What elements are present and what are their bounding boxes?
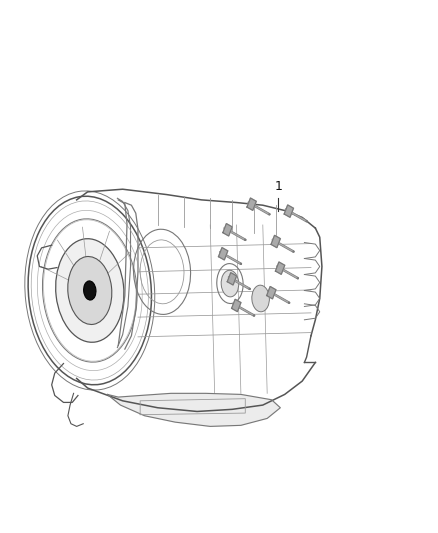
Ellipse shape bbox=[252, 285, 269, 312]
Ellipse shape bbox=[84, 281, 96, 300]
Ellipse shape bbox=[289, 302, 290, 303]
Polygon shape bbox=[271, 236, 280, 248]
Ellipse shape bbox=[297, 278, 298, 279]
Polygon shape bbox=[223, 224, 232, 236]
Ellipse shape bbox=[240, 263, 241, 264]
Ellipse shape bbox=[249, 288, 250, 289]
Text: 1: 1 bbox=[274, 180, 282, 193]
Polygon shape bbox=[107, 393, 280, 426]
Ellipse shape bbox=[245, 239, 246, 240]
Ellipse shape bbox=[269, 214, 270, 215]
Polygon shape bbox=[227, 273, 237, 285]
Polygon shape bbox=[267, 287, 276, 299]
Ellipse shape bbox=[293, 251, 294, 252]
Ellipse shape bbox=[68, 256, 112, 325]
Polygon shape bbox=[247, 198, 256, 211]
Ellipse shape bbox=[221, 270, 239, 297]
Polygon shape bbox=[276, 262, 285, 274]
Ellipse shape bbox=[56, 239, 124, 342]
Polygon shape bbox=[219, 248, 228, 260]
Ellipse shape bbox=[306, 221, 307, 222]
Polygon shape bbox=[284, 205, 293, 217]
Polygon shape bbox=[232, 300, 241, 312]
